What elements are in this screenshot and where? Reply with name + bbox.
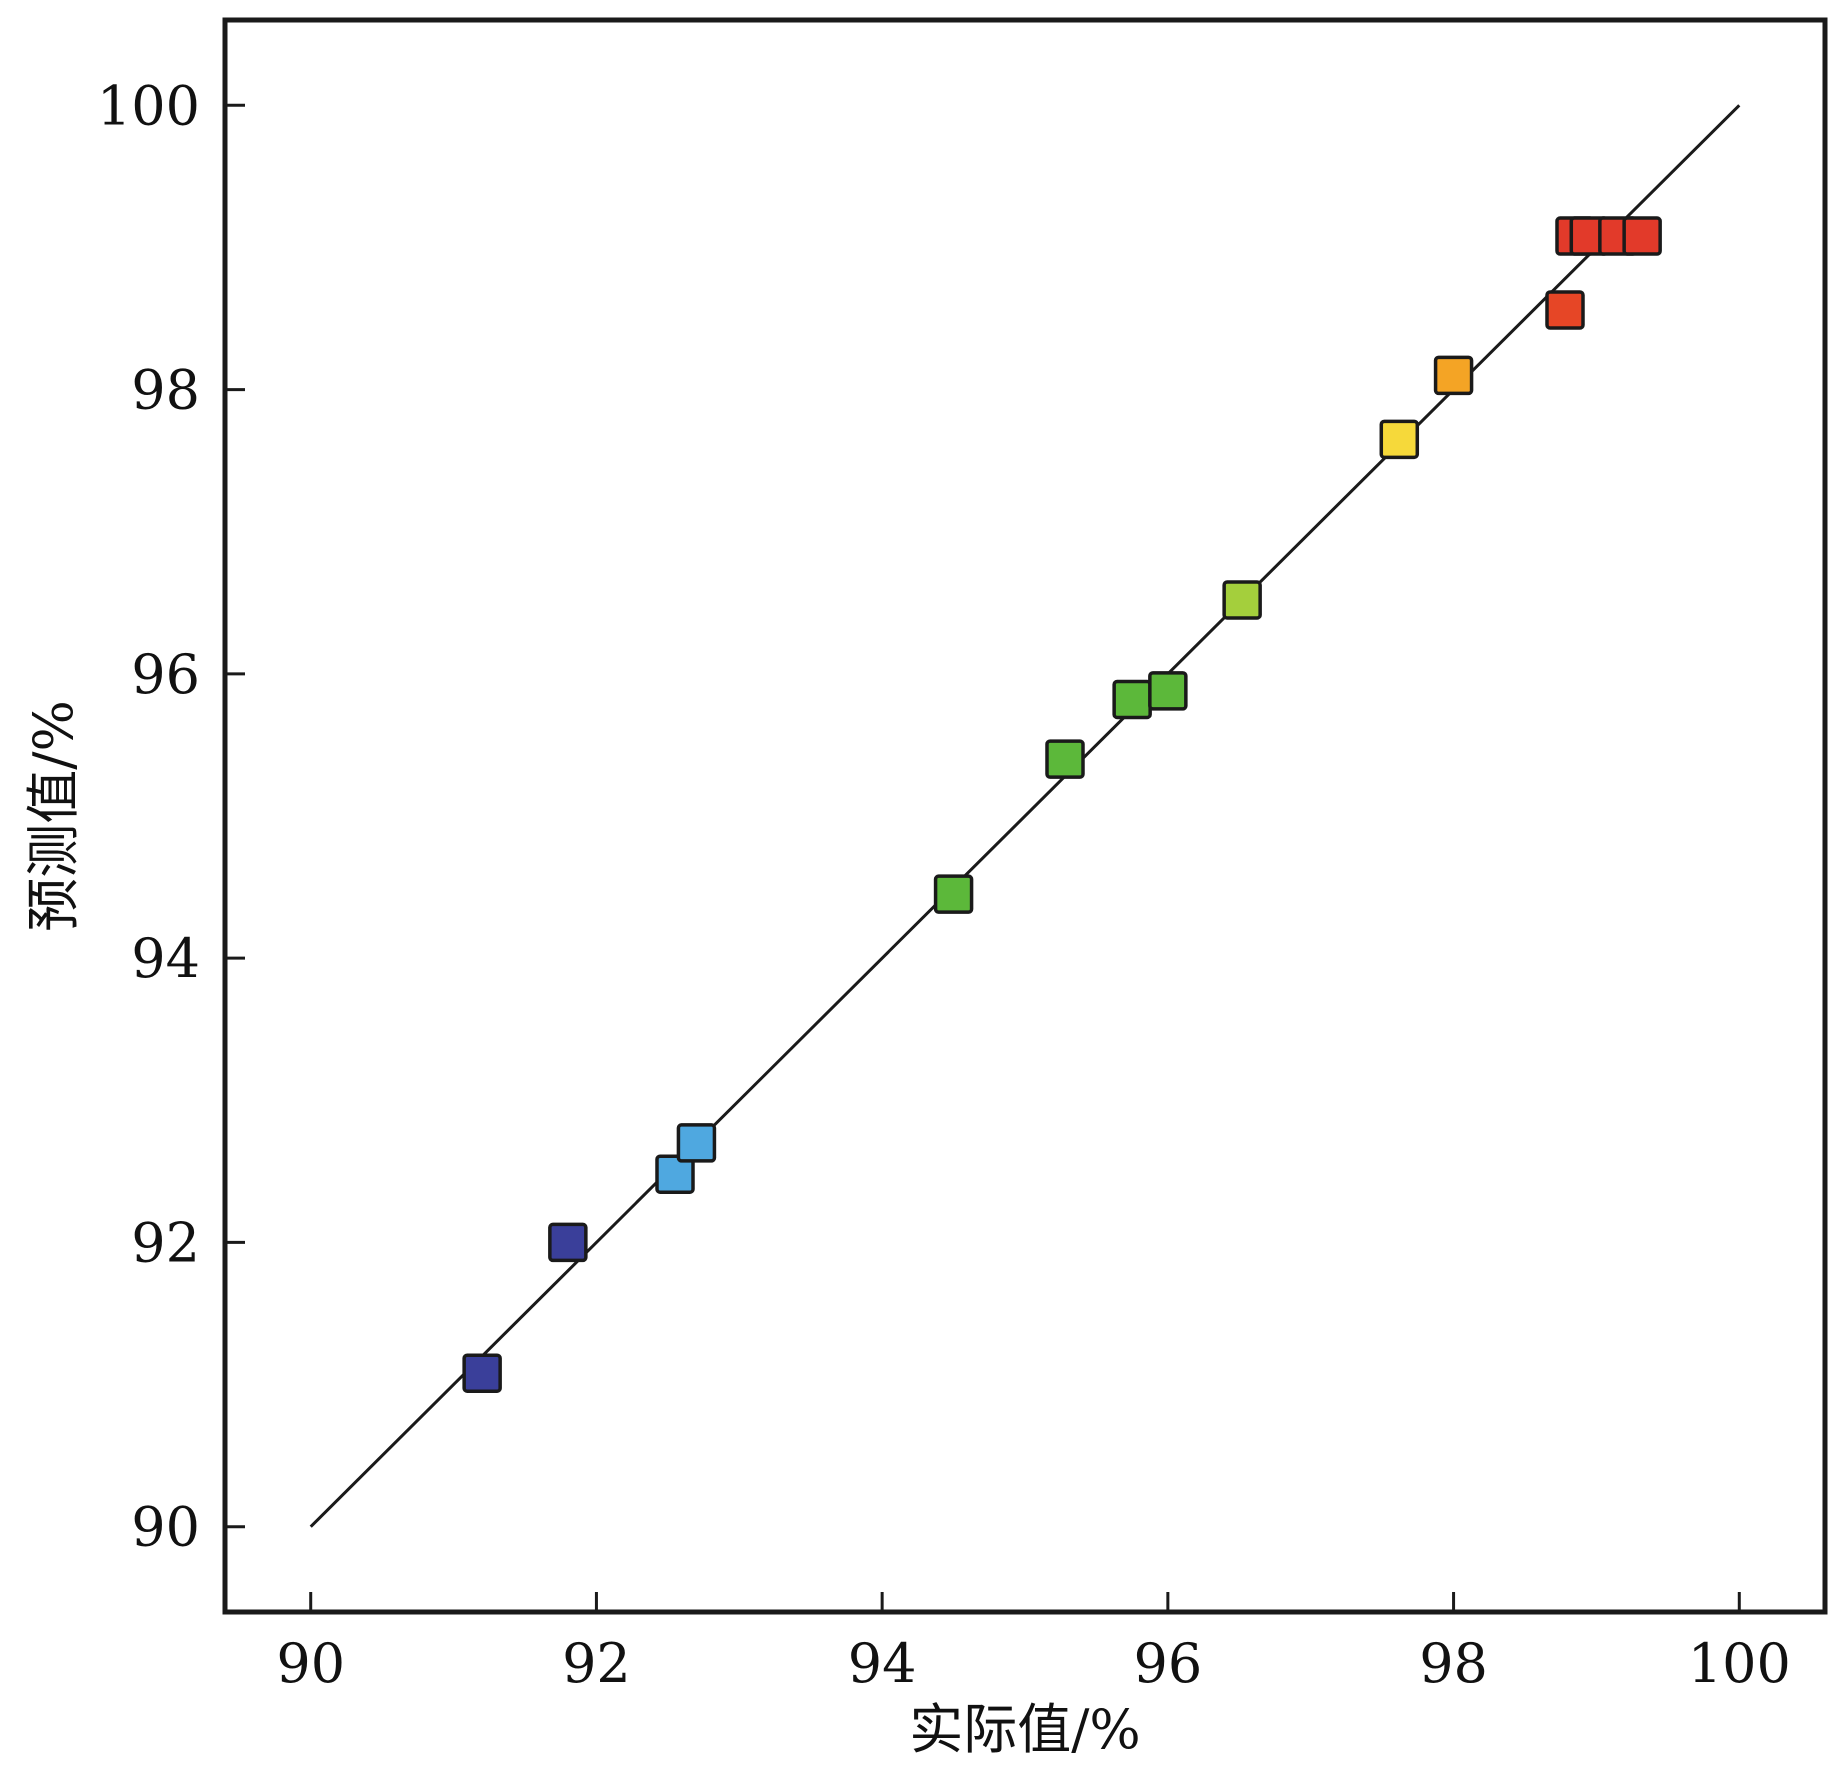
- data-point-8: [1148, 671, 1188, 711]
- x-axis-ticks: 90 92 94 96 98 100: [276, 1592, 1791, 1695]
- y-tick-label: 100: [97, 74, 200, 137]
- x-tick-label: 100: [1688, 1632, 1791, 1695]
- x-tick-label: 94: [848, 1632, 917, 1695]
- y-tick-label: 90: [131, 1496, 200, 1559]
- data-point-12: [1545, 290, 1585, 330]
- plot-frame: [222, 17, 1828, 1615]
- y-tick-label: 98: [131, 359, 200, 422]
- data-point-9: [1222, 580, 1262, 620]
- plot-content: [309, 104, 1741, 1528]
- data-point-6: [1045, 739, 1085, 779]
- data-point-7: [1112, 679, 1152, 720]
- data-point-5: [933, 874, 974, 914]
- x-tick-label: 92: [562, 1632, 631, 1695]
- data-point-2: [548, 1222, 588, 1263]
- data-point-4: [676, 1123, 717, 1163]
- x-tick-label: 96: [1133, 1632, 1202, 1695]
- x-tick-label: 90: [276, 1632, 345, 1695]
- y-axis-ticks: 90 92 94 96 98 100: [97, 74, 245, 1559]
- data-point-1: [462, 1353, 502, 1393]
- data-point-3: [655, 1154, 695, 1194]
- y-tick-label: 92: [131, 1211, 200, 1274]
- y-tick-label: 94: [131, 927, 200, 990]
- x-axis-label: 实际值/%: [909, 1698, 1141, 1761]
- data-point-11: [1433, 355, 1474, 396]
- y-axis-label: 预测值/%: [22, 700, 85, 932]
- reference-line: [309, 104, 1741, 1528]
- x-tick-label: 98: [1419, 1632, 1488, 1695]
- y-tick-label: 96: [131, 643, 200, 706]
- data-point-10: [1379, 419, 1420, 460]
- data-point-16: [1622, 216, 1662, 256]
